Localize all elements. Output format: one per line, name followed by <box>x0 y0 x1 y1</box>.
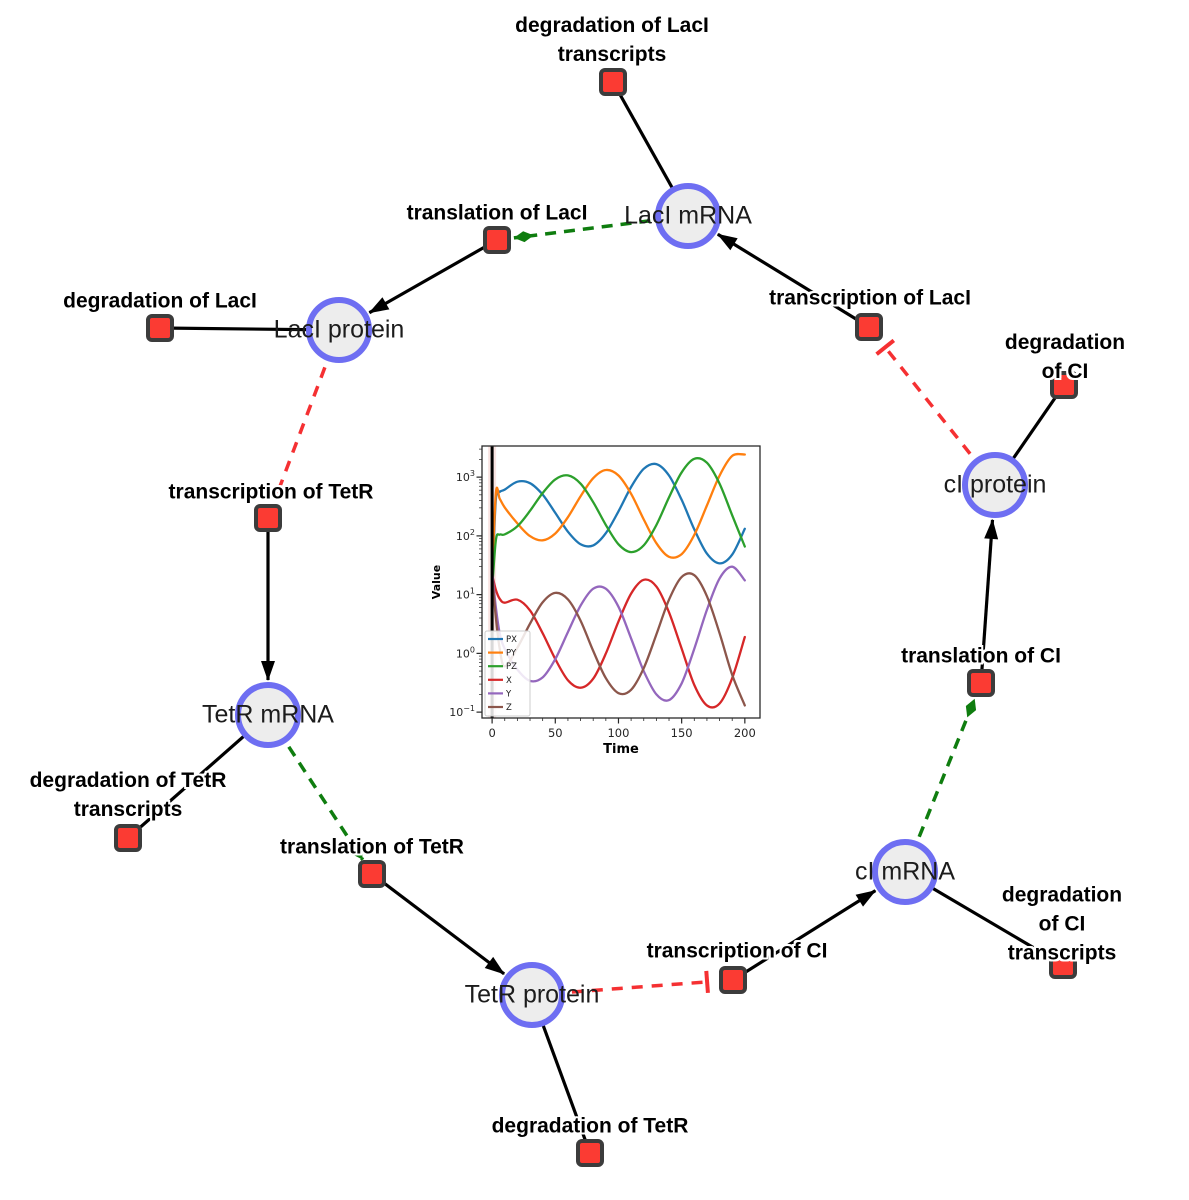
reaction-node-degradation-of-laci <box>146 314 174 342</box>
reaction-label-translation-of-tetr: translation of TetR <box>280 835 464 859</box>
reaction-label-transcription-of-laci: transcription of LacI <box>769 286 971 310</box>
svg-text:150: 150 <box>671 726 693 740</box>
reaction-label-degradation-of-tetr-transcripts: degradation of TetR transcripts <box>29 769 227 821</box>
reaction-label-degradation-of-tetr: degradation of TetR <box>491 1114 689 1138</box>
svg-text:100: 100 <box>607 726 629 740</box>
species-label-tetr-mrna: TetR mRNA <box>202 700 334 729</box>
reaction-label-transcription-of-ci: transcription of CI <box>646 939 828 963</box>
svg-text:101: 101 <box>456 587 475 602</box>
edge-translation-of-tetr-to-tetr-protein <box>371 872 506 976</box>
species-label-tetr-protein: TetR protein <box>464 980 600 1009</box>
species-label-ci-mrna: cI mRNA <box>855 857 955 886</box>
reaction-node-degradation-of-tetr-transcripts <box>114 824 142 852</box>
reaction-node-transcription-of-tetr <box>254 504 282 532</box>
svg-text:102: 102 <box>456 528 475 543</box>
reaction-label-transcription-of-tetr: transcription of TetR <box>168 480 374 504</box>
legend-label-PY: PY <box>506 649 517 659</box>
reaction-node-degradation-of-laci-transcripts <box>599 68 627 96</box>
legend-label-Y: Y <box>505 689 512 699</box>
reaction-node-transcription-of-laci <box>855 313 883 341</box>
plot-xlabel: Time <box>603 742 639 757</box>
reaction-label-degradation-of-laci-transcripts: degradation of LacI transcripts <box>515 14 709 66</box>
plot-series-PZ <box>490 457 746 592</box>
edge-ci-mrna-to-translation-of-ci <box>903 698 977 873</box>
edge-translation-of-ci-to-ci-protein <box>979 518 999 684</box>
reaction-label-translation-of-laci: translation of LacI <box>406 201 588 225</box>
species-label-laci-protein: LacI protein <box>273 315 405 344</box>
legend-label-Z: Z <box>506 703 512 713</box>
species-node-ci-protein <box>962 452 1028 518</box>
timeseries-plot: 0 50 100 150 20010−1100101102103TimeValuePXP… <box>424 436 776 776</box>
species-node-laci-protein <box>306 297 372 363</box>
reaction-node-degradation-of-ci-transcripts <box>1049 951 1077 979</box>
reaction-node-translation-of-laci <box>483 226 511 254</box>
reaction-label-degradation-of-ci-transcripts: degradation of CI transcripts <box>1001 883 1123 965</box>
species-node-tetr-mrna <box>235 682 301 748</box>
species-node-ci-mrna <box>872 839 938 905</box>
reaction-node-translation-of-ci <box>967 669 995 697</box>
edge-transcription-of-laci-to-laci-mrna <box>716 232 870 329</box>
reaction-label-degradation-of-ci: degradation of CI <box>1004 331 1126 383</box>
reaction-node-degradation-of-tetr <box>576 1139 604 1167</box>
svg-text:10−1: 10−1 <box>449 704 475 719</box>
svg-text:0: 0 <box>488 726 495 740</box>
reaction-node-transcription-of-ci <box>719 966 747 994</box>
species-label-ci-protein: cI protein <box>943 470 1047 499</box>
svg-text:50: 50 <box>548 726 563 740</box>
species-label-laci-mrna: LacI mRNA <box>624 201 752 230</box>
plot-legend: PX PY PZ XYZ <box>484 630 531 717</box>
edge-translation-of-laci-to-laci-protein <box>368 238 498 315</box>
plot-ylabel: Value <box>430 565 443 599</box>
species-node-tetr-protein <box>499 962 565 1028</box>
plot-frame <box>481 445 761 719</box>
legend-label-PZ: PZ <box>506 662 517 672</box>
plot-series-PY <box>490 452 746 581</box>
reaction-label-degradation-of-laci: degradation of LacI <box>63 289 257 313</box>
svg-text:200: 200 <box>734 726 756 740</box>
plot-axes: 0 50 100 150 200 10−1 100 101 102 103 Time Value <box>430 448 756 757</box>
edge-transcription-of-ci-to-ci-mrna <box>732 889 877 982</box>
reaction-label-translation-of-ci: translation of CI <box>901 644 1061 668</box>
legend-label-X: X <box>506 676 512 686</box>
species-node-laci-mrna <box>655 183 721 249</box>
legend-label-PX: PX <box>506 635 517 645</box>
reaction-node-degradation-of-ci <box>1050 371 1078 399</box>
svg-text:100: 100 <box>456 645 475 660</box>
plot-series-PX <box>490 462 746 586</box>
svg-text:103: 103 <box>456 469 475 484</box>
reaction-node-translation-of-tetr <box>358 860 386 888</box>
plot-series-X <box>490 573 746 709</box>
